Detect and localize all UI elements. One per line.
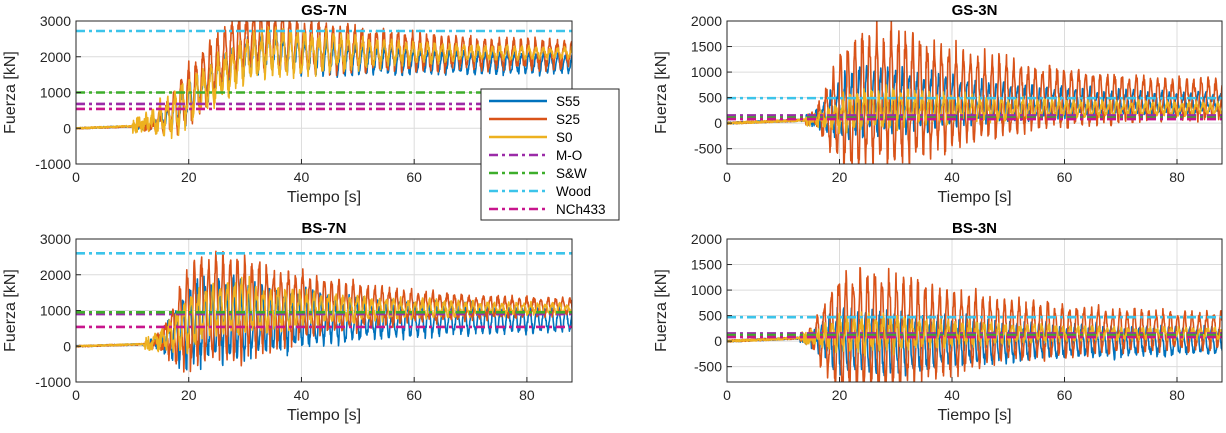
y-tick-label: -1000 bbox=[35, 156, 71, 172]
y-tick-label: 1000 bbox=[691, 282, 722, 298]
x-tick-label: 0 bbox=[723, 387, 731, 403]
legend-entry-m-o: M-O bbox=[489, 148, 582, 163]
series-line-s0 bbox=[76, 275, 572, 355]
x-axis-label: Tiempo [s] bbox=[287, 407, 361, 424]
x-tick-label: 40 bbox=[294, 387, 310, 403]
y-tick-label: 2000 bbox=[40, 267, 71, 283]
y-tick-label: 0 bbox=[63, 338, 71, 354]
y-tick-label: 2000 bbox=[691, 231, 722, 247]
x-tick-label: 40 bbox=[294, 169, 310, 185]
x-tick-label: 20 bbox=[832, 169, 848, 185]
legend-entry-wood: Wood bbox=[489, 184, 591, 199]
legend: S55 S25 S0 M-O S&W Wood NCh433 bbox=[480, 88, 620, 221]
x-tick-label: 60 bbox=[406, 387, 422, 403]
legend-label: S25 bbox=[556, 112, 580, 127]
plot-frame bbox=[726, 238, 1223, 383]
x-tick-label: 80 bbox=[519, 387, 535, 403]
legend-label: NCh433 bbox=[556, 202, 606, 217]
y-tick-label: 1500 bbox=[691, 39, 722, 55]
panel-title: BS-3N bbox=[952, 220, 997, 237]
y-tick-label: -1000 bbox=[35, 374, 71, 390]
x-tick-label: 0 bbox=[72, 387, 80, 403]
y-tick-label: 1000 bbox=[40, 303, 71, 319]
x-tick-label: 60 bbox=[406, 169, 422, 185]
legend-entry-s0: S0 bbox=[489, 130, 573, 145]
x-axis-label: Tiempo [s] bbox=[937, 407, 1011, 424]
y-tick-label: -500 bbox=[694, 359, 722, 375]
series-line-s25 bbox=[76, 250, 572, 373]
y-tick-label: 0 bbox=[63, 120, 71, 136]
y-tick-label: 1000 bbox=[40, 85, 71, 101]
x-axis-label: Tiempo [s] bbox=[287, 189, 361, 206]
x-tick-label: 40 bbox=[944, 387, 960, 403]
y-axis-label: Fuerza [kN] bbox=[653, 269, 670, 352]
legend-entry-nch433: NCh433 bbox=[489, 202, 606, 217]
x-tick-label: 20 bbox=[181, 387, 197, 403]
legend-box bbox=[480, 88, 620, 221]
y-tick-label: 500 bbox=[699, 308, 723, 324]
y-tick-label: 3000 bbox=[40, 231, 71, 247]
legend-label: S0 bbox=[556, 130, 573, 145]
x-tick-label: 80 bbox=[1169, 387, 1185, 403]
y-tick-label: 500 bbox=[699, 90, 723, 106]
x-tick-label: 0 bbox=[72, 169, 80, 185]
x-tick-label: 0 bbox=[723, 169, 731, 185]
series-line-s25 bbox=[727, 266, 1222, 382]
legend-label: S55 bbox=[556, 94, 580, 109]
x-tick-label: 60 bbox=[1057, 169, 1073, 185]
y-tick-label: 3000 bbox=[40, 13, 71, 29]
panel-title: GS-3N bbox=[952, 2, 998, 19]
y-axis-label: Fuerza [kN] bbox=[653, 51, 670, 134]
y-tick-label: 2000 bbox=[40, 49, 71, 65]
plot-frame bbox=[726, 20, 1223, 165]
y-tick-label: 1500 bbox=[691, 257, 722, 273]
legend-entry-s55: S55 bbox=[489, 94, 580, 109]
legend-entry-s25: S25 bbox=[489, 112, 580, 127]
x-tick-label: 60 bbox=[1057, 387, 1073, 403]
y-tick-label: 2000 bbox=[691, 13, 722, 29]
panel-title: BS-7N bbox=[301, 220, 346, 237]
x-tick-label: 20 bbox=[181, 169, 197, 185]
y-tick-label: -500 bbox=[694, 141, 722, 157]
legend-label: M-O bbox=[556, 148, 582, 163]
legend-entry-s-and-w: S&W bbox=[489, 166, 587, 181]
y-tick-label: 1000 bbox=[691, 64, 722, 80]
legend-label: Wood bbox=[556, 184, 591, 199]
y-tick-label: 0 bbox=[714, 115, 722, 131]
x-tick-label: 20 bbox=[832, 387, 848, 403]
legend-label: S&W bbox=[556, 166, 587, 181]
y-axis-label: Fuerza [kN] bbox=[2, 269, 19, 352]
y-tick-label: 0 bbox=[714, 333, 722, 349]
x-tick-label: 80 bbox=[1169, 169, 1185, 185]
panel-title: GS-7N bbox=[301, 2, 347, 19]
y-axis-label: Fuerza [kN] bbox=[2, 51, 19, 134]
x-axis-label: Tiempo [s] bbox=[937, 189, 1011, 206]
x-tick-label: 40 bbox=[944, 169, 960, 185]
series-line-s0 bbox=[76, 26, 572, 140]
